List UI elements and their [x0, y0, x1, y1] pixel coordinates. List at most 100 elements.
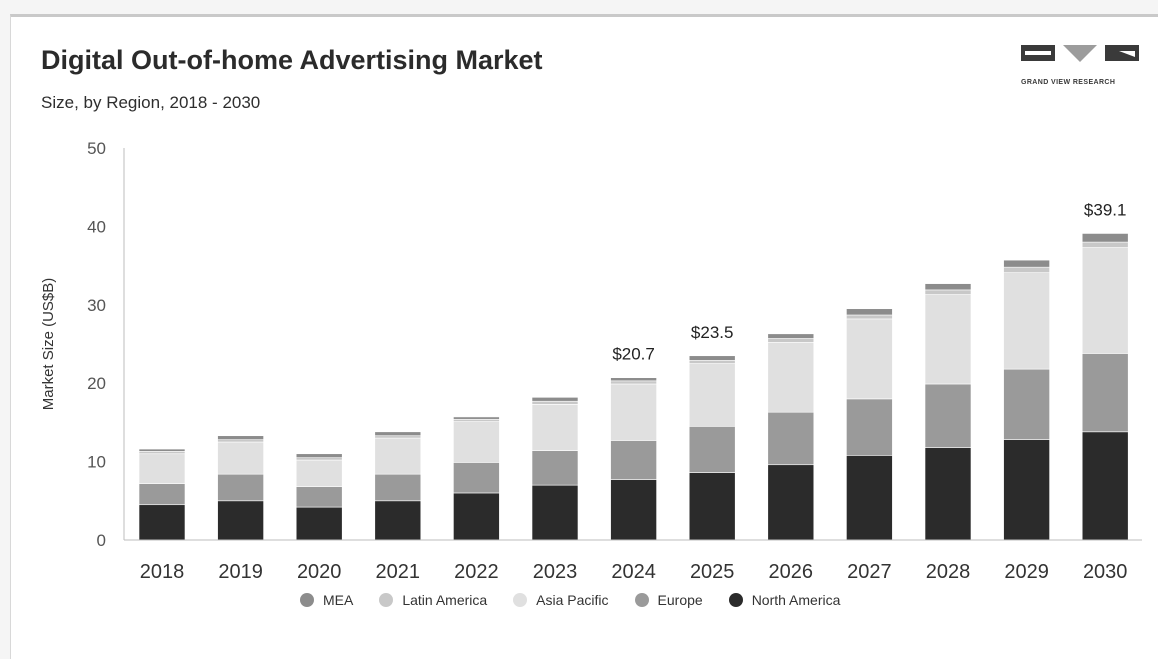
- x-tick-label: 2023: [533, 561, 578, 583]
- bar-segment-asia-pacific: [295, 459, 343, 487]
- bar-segment-north-america: [1003, 439, 1050, 541]
- bar-segment-europe: [1003, 368, 1050, 440]
- bar-segment-north-america: [453, 492, 500, 541]
- x-tick-label: 2020: [297, 561, 342, 583]
- bar-segment-mea: [924, 283, 972, 291]
- bar-segment-asia-pacific: [846, 318, 893, 400]
- bar-segment-north-america: [374, 500, 422, 541]
- bar-segment-europe: [846, 398, 893, 456]
- bar-segment-asia-pacific: [138, 453, 186, 484]
- x-tick-label: 2028: [926, 561, 971, 583]
- annotations: $20.7 $23.5 $39.1: [612, 200, 1126, 363]
- bar-segment-latin-america: [767, 338, 815, 343]
- bar-segment-north-america: [924, 447, 972, 541]
- legend-swatch: [634, 593, 649, 607]
- legend-label: Asia Pacific: [536, 592, 609, 608]
- bar-segment-north-america: [1081, 431, 1129, 541]
- bar-segment-north-america: [610, 479, 657, 541]
- y-tick-label: 50: [87, 139, 106, 158]
- bar-segment-latin-america: [138, 451, 186, 455]
- x-tick-label: 2022: [454, 561, 499, 583]
- bar-segment-asia-pacific: [924, 294, 972, 385]
- x-tick-label: 2019: [218, 561, 263, 583]
- grand-view-research-logo: GRAND VIEW RESEARCH: [1021, 45, 1141, 95]
- logo-text: GRAND VIEW RESEARCH: [1021, 79, 1116, 86]
- x-tick-label: 2024: [611, 561, 656, 583]
- bar-segment-europe: [767, 411, 815, 466]
- bar-segment-europe: [374, 473, 422, 502]
- bar-segment-mea: [846, 308, 893, 316]
- bar-segment-asia-pacific: [531, 404, 579, 451]
- legend-label: Europe: [657, 592, 703, 608]
- bar-segment-asia-pacific: [767, 342, 815, 413]
- logo-mark-icon: [1021, 45, 1139, 62]
- bar-segment-mea: [1081, 233, 1129, 243]
- page-title: Digital Out-of-home Advertising Market: [41, 45, 543, 75]
- bar-segment-mea: [1003, 259, 1050, 268]
- legend-item-latin-america: Latin America: [379, 592, 487, 608]
- bar-segment-mea: [217, 435, 264, 440]
- bar-segment-north-america: [767, 464, 815, 541]
- bar-segment-latin-america: [688, 360, 736, 364]
- bar-segment-mea: [688, 355, 736, 361]
- bar-segment-latin-america: [217, 439, 264, 443]
- x-tick-label: 2026: [769, 561, 814, 583]
- legend-item-europe: Europe: [634, 592, 703, 608]
- legend-label: Latin America: [402, 592, 488, 608]
- x-tick-label: 2025: [690, 561, 735, 583]
- y-tick-label: 20: [87, 374, 106, 393]
- bar-segment-europe: [138, 483, 186, 506]
- bar-segment-mea: [531, 397, 579, 402]
- x-tick-label: 2018: [140, 561, 185, 583]
- legend-swatch: [379, 593, 394, 607]
- bar-segment-mea: [374, 431, 422, 437]
- y-tick-label: 0: [97, 531, 106, 550]
- bar-segment-north-america: [138, 504, 186, 541]
- bar-segment-asia-pacific: [1003, 272, 1050, 370]
- legend-item-north-america: North America: [728, 592, 841, 608]
- bar-segment-asia-pacific: [1081, 247, 1129, 354]
- legend-swatch: [300, 593, 314, 607]
- bar-segment-europe: [688, 426, 736, 473]
- bar-segment-asia-pacific: [453, 421, 500, 463]
- legend-swatch: [728, 593, 743, 607]
- legend-item-asia-pacific: Asia Pacific: [513, 592, 609, 608]
- bar-segment-europe: [924, 383, 972, 448]
- bar-segment-europe: [453, 462, 500, 494]
- bar-segment-europe: [610, 440, 657, 480]
- bar-segment-latin-america: [924, 289, 972, 295]
- bar-segment-asia-pacific: [688, 363, 736, 427]
- y-axis: 0 10 20 30 40 50: [87, 139, 125, 550]
- bar-segment-north-america: [217, 500, 264, 541]
- y-axis-label: Market Size (US$B): [40, 278, 57, 411]
- total-value-label: $39.1: [1084, 200, 1127, 219]
- bar-segment-latin-america: [1081, 241, 1129, 248]
- bar-segment-mea: [610, 377, 657, 382]
- bar-segment-asia-pacific: [610, 383, 657, 441]
- bar-segment-latin-america: [374, 435, 422, 439]
- bar-segment-latin-america: [295, 457, 343, 461]
- y-tick-label: 10: [87, 453, 106, 472]
- y-tick-label: 30: [87, 296, 106, 315]
- bar-segment-north-america: [846, 455, 893, 541]
- bar-segment-europe: [217, 473, 264, 502]
- x-tick-label: 2027: [847, 561, 892, 583]
- bar-segment-north-america: [295, 506, 343, 541]
- y-tick-label: 40: [87, 217, 106, 236]
- bar-segment-latin-america: [610, 380, 657, 385]
- bar-segment-latin-america: [1003, 266, 1050, 273]
- bar-segment-latin-america: [531, 400, 579, 405]
- legend-label: MEA: [323, 592, 354, 608]
- bar-segment-mea: [138, 448, 186, 452]
- x-tick-label: 2030: [1083, 561, 1128, 583]
- legend-label: North America: [751, 592, 841, 608]
- x-axis: 2018 2019 2020 2021 2022 2023 2024 2025 2026 2027…: [124, 539, 1142, 583]
- bar-segment-asia-pacific: [374, 437, 422, 475]
- bar-segment-europe: [295, 486, 343, 508]
- x-tick-label: 2029: [1004, 561, 1049, 583]
- bar-segment-europe: [1081, 353, 1129, 433]
- bar-segment-latin-america: [846, 314, 893, 320]
- bars: [138, 233, 1129, 541]
- total-value-label: $20.7: [612, 345, 655, 364]
